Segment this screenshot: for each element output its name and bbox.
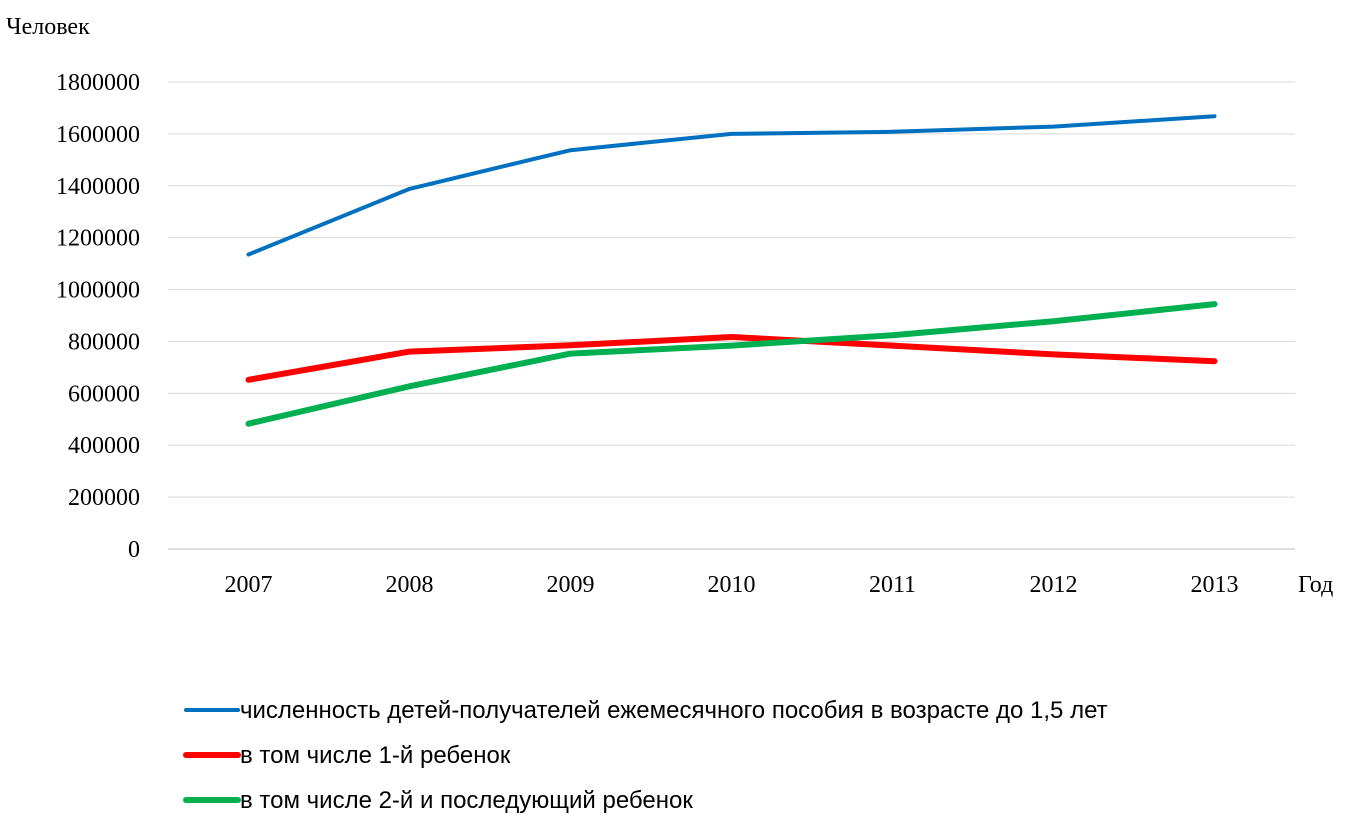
y-tick-label: 1000000 (56, 278, 140, 304)
x-tick-label: 2013 (1191, 572, 1239, 598)
y-tick-labels: 0 200000 400000 600000 800000 1000000 1200000 1… (56, 70, 140, 563)
y-tick-label: 800000 (68, 329, 140, 355)
y-tick-label: 1400000 (56, 174, 140, 200)
legend-label: в том числе 1-й ребенок (240, 742, 511, 769)
x-axis-label: Год (1298, 572, 1333, 598)
y-tick-label: 400000 (68, 433, 140, 459)
x-tick-label: 2009 (547, 572, 595, 598)
x-tick-label: 2008 (386, 572, 434, 598)
x-tick-label: 2012 (1030, 572, 1078, 598)
y-tick-label: 1800000 (56, 70, 140, 96)
series-line-2 (245, 334, 1218, 383)
y-tick-label: 600000 (68, 381, 140, 407)
series-lines (245, 114, 1218, 427)
x-tick-label: 2007 (225, 572, 273, 598)
y-tick-label: 1600000 (56, 122, 140, 148)
series-line-1 (246, 114, 1217, 257)
x-tick-labels: 2007 2008 2009 2010 2011 2012 2013 (225, 572, 1239, 598)
series-line-3 (245, 301, 1218, 427)
x-tick-label: 2010 (708, 572, 756, 598)
y-tick-label: 1200000 (56, 226, 140, 252)
y-tick-label: 200000 (68, 485, 140, 511)
legend-label: в том числе 2-й и последующий ребенок (240, 787, 693, 814)
y-tick-label: 0 (128, 537, 140, 563)
legend-label: численность детей-получателей ежемесячно… (240, 697, 1108, 724)
x-tick-label: 2011 (869, 572, 916, 598)
y-axis-label: Человек (6, 14, 90, 40)
legend: численность детей-получателей ежемесячно… (183, 697, 1108, 814)
